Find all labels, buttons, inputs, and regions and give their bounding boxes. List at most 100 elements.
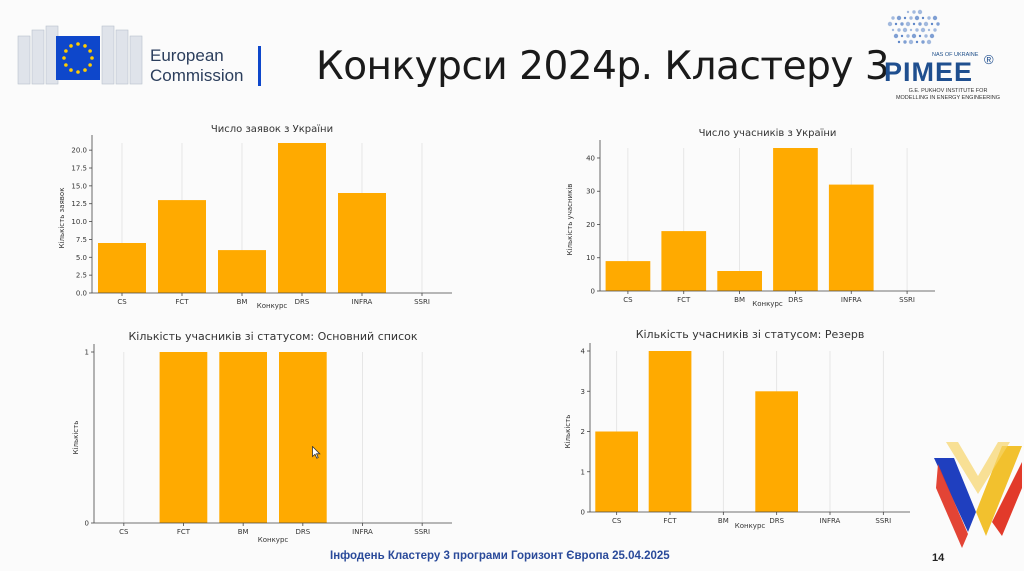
x-tick-label: FCT	[175, 298, 189, 306]
pimee-logo: NAS OF UKRAINE PIMEE ® G.E. PUKHOV INSTI…	[868, 8, 1008, 104]
eu-star-icon	[83, 68, 87, 72]
ec-brand-line2: Commission	[150, 66, 244, 85]
eu-star-icon	[88, 63, 92, 67]
eu-star-icon	[64, 63, 68, 67]
chart-title: Кількість учасників зі статусом: Резерв	[636, 328, 865, 341]
pimee-dot	[906, 10, 910, 14]
y-tick-label: 30	[586, 188, 595, 196]
pimee-dot	[893, 33, 899, 39]
ec-brand-text: European Commission	[150, 46, 244, 86]
y-tick-label: 12.5	[71, 200, 87, 208]
y-tick-label: 2	[581, 428, 585, 436]
eu-star-icon	[83, 44, 87, 48]
ec-brand-line1: European	[150, 46, 224, 65]
x-axis-label: Конкурс	[258, 536, 289, 544]
pimee-dot	[932, 15, 938, 21]
eu-star-icon	[69, 44, 73, 48]
y-tick-label: 20	[586, 221, 595, 229]
x-tick-label: SSRI	[414, 528, 430, 536]
pimee-dot	[921, 40, 925, 44]
slide-title: Конкурси 2024р. Кластеру 3	[316, 44, 890, 89]
pimee-dot	[887, 21, 893, 27]
page-number: 14	[932, 552, 945, 564]
x-tick-label: DRS	[295, 298, 310, 306]
european-commission-logo: European Commission	[16, 20, 266, 90]
eu-star-icon	[62, 56, 66, 60]
pimee-dot	[929, 33, 935, 39]
x-tick-label: BM	[734, 296, 745, 304]
pimee-dot	[927, 16, 931, 20]
pimee-dot	[891, 16, 895, 20]
bar-drs	[773, 148, 818, 291]
x-tick-label: CS	[119, 528, 129, 536]
y-tick-label: 0	[85, 520, 89, 528]
y-tick-label: 0	[591, 288, 595, 296]
ec-building-icon	[17, 25, 143, 85]
x-tick-label: INFRA	[820, 517, 841, 525]
y-tick-label: 2.5	[76, 272, 87, 280]
bar-bm	[218, 250, 266, 293]
y-tick-label: 1	[581, 468, 585, 476]
x-axis-label: Конкурс	[735, 522, 766, 530]
pimee-dot	[905, 21, 911, 27]
x-tick-label: CS	[623, 296, 633, 304]
pimee-dot	[921, 16, 925, 20]
pimee-globe-icon	[887, 9, 940, 45]
y-tick-label: 0	[581, 509, 585, 517]
pimee-dot	[927, 28, 931, 32]
x-tick-label: DRS	[295, 528, 310, 536]
pimee-dot	[909, 28, 913, 32]
corner-logo-icon	[934, 442, 1022, 548]
pimee-dot	[933, 28, 937, 32]
pimee-subtitle-line2: MODELLING IN ENERGY ENGINEERING	[895, 95, 1001, 101]
pimee-dot	[894, 22, 898, 26]
x-axis-label: Конкурс	[752, 300, 783, 308]
x-tick-label: FCT	[177, 528, 191, 536]
ec-divider	[258, 46, 261, 86]
pimee-dot	[891, 28, 895, 32]
x-tick-label: DRS	[769, 517, 784, 525]
chart-reserve-svg: Кількість учасників зі статусом: Резерв 0…	[564, 328, 910, 530]
y-axis-label: Кількість заявок	[58, 188, 66, 249]
pimee-dot	[900, 34, 904, 38]
chart-participants: Число учасників з України 0 10 20 30 40 CS FCT B…	[550, 118, 950, 318]
pimee-dot	[900, 22, 904, 26]
y-tick-label: 4	[581, 348, 586, 356]
x-tick-label: INFRA	[352, 298, 373, 306]
pimee-dot	[918, 34, 922, 38]
x-tick-label: INFRA	[841, 296, 862, 304]
bar-fct	[158, 200, 206, 293]
x-tick-label: BM	[718, 517, 729, 525]
bar-fct	[648, 351, 692, 512]
footer-text: Інфодень Кластеру 3 програми Горизонт Єв…	[330, 550, 670, 562]
bar-cs	[595, 431, 638, 512]
pimee-dot	[936, 22, 940, 26]
chart-main-list-svg: Кількість учасників зі статусом: Основни…	[72, 330, 452, 544]
y-tick-label: 1	[85, 349, 89, 357]
bar-infra	[828, 184, 874, 291]
x-tick-label: BM	[237, 298, 248, 306]
x-tick-label: DRS	[788, 296, 803, 304]
x-tick-label: SSRI	[899, 296, 915, 304]
eu-star-icon	[64, 49, 68, 53]
y-axis-label: Кількість	[564, 415, 572, 449]
bar-drs	[278, 143, 326, 293]
bar-infra	[338, 193, 386, 293]
bar-cs	[98, 243, 146, 293]
pimee-dot	[917, 9, 923, 15]
y-tick-label: 7.5	[76, 236, 87, 244]
chart-applications: Число заявок з України 0.0 2.5 5.0 7.5 10.0 12…	[40, 118, 470, 318]
pimee-dot	[909, 16, 913, 20]
x-tick-label: BM	[238, 528, 249, 536]
pimee-dot	[906, 34, 910, 38]
x-axis-label: Конкурс	[257, 302, 288, 310]
pimee-dot	[897, 40, 901, 44]
pimee-dot	[896, 15, 902, 21]
eu-star-icon	[76, 42, 80, 46]
x-tick-label: INFRA	[352, 528, 373, 536]
pimee-dot	[897, 28, 901, 32]
eu-star-icon	[76, 70, 80, 74]
x-tick-label: CS	[117, 298, 127, 306]
chart-title: Число учасників з України	[699, 127, 837, 139]
